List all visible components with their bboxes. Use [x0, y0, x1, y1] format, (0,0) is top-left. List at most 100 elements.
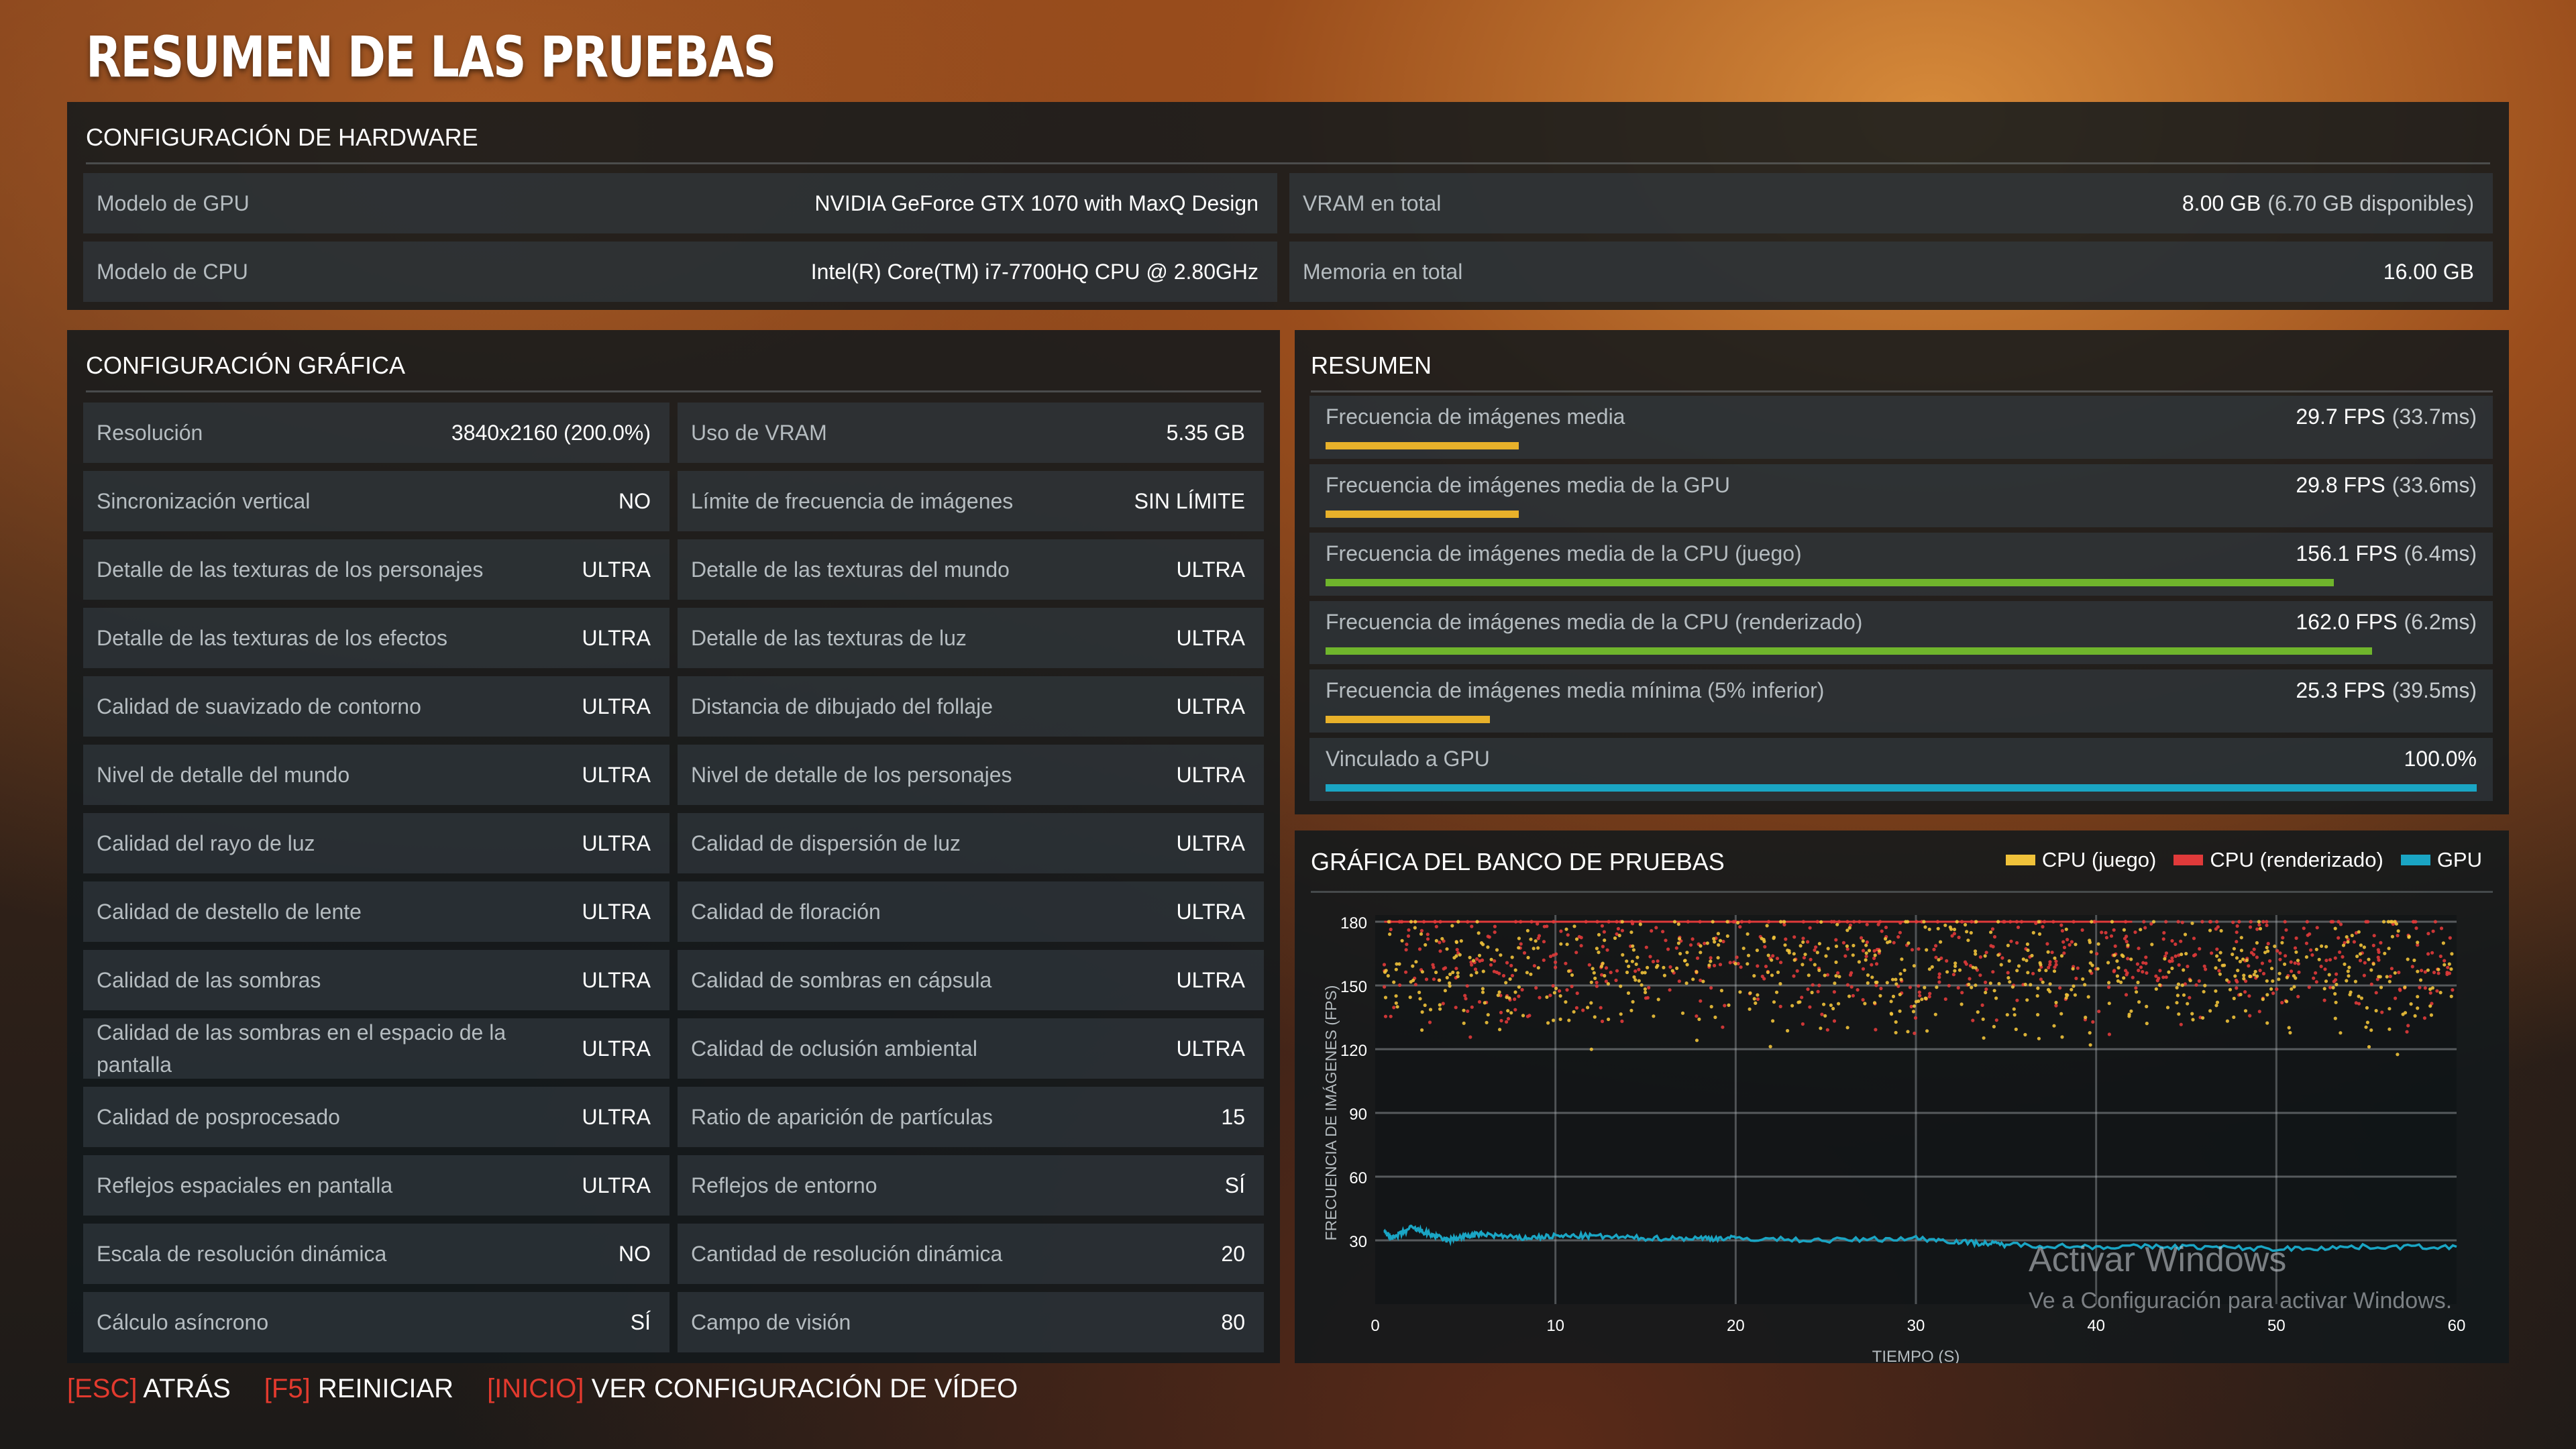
setting-label: Ratio de aparición de partículas	[691, 1104, 994, 1129]
scatter-point	[1462, 1008, 1466, 1012]
scatter-point	[1554, 960, 1558, 964]
scatter-point	[1493, 959, 1497, 963]
scatter-point	[2363, 961, 2367, 965]
scatter-point	[1510, 955, 1514, 959]
scatter-point	[2345, 979, 2349, 983]
scatter-point	[2441, 941, 2445, 945]
scatter-point	[2243, 1009, 2248, 1013]
scatter-point	[1782, 922, 1786, 926]
scatter-point	[1778, 981, 1782, 986]
vram-row: VRAM en total 8.00 GB (6.70 GB disponibl…	[1289, 173, 2493, 233]
scatter-point	[1956, 985, 1960, 990]
scatter-point	[2371, 943, 2375, 947]
setting-label: Calidad de suavizado de contorno	[97, 694, 421, 718]
back-button[interactable]: [ESC] ATRÁS	[67, 1374, 231, 1404]
scatter-point	[2048, 982, 2052, 986]
scatter-point	[2365, 1020, 2369, 1024]
graphics-row-right: Cantidad de resolución dinámica 20	[678, 1224, 1264, 1284]
setting-label: Límite de frecuencia de imágenes	[691, 488, 1014, 513]
graphics-row-right: Ratio de aparición de partículas 15	[678, 1087, 1264, 1147]
scatter-point	[1953, 961, 1957, 965]
scatter-point	[1626, 991, 1631, 995]
scatter-point	[2217, 958, 2221, 962]
scatter-point	[2338, 950, 2342, 954]
scatter-point	[1867, 949, 1872, 953]
scatter-point	[1601, 945, 1605, 949]
scatter-point	[1440, 936, 1444, 941]
video-settings-button[interactable]: [INICIO] VER CONFIGURACIÓN DE VÍDEO	[487, 1374, 1018, 1404]
scatter-point	[2304, 941, 2308, 945]
scatter-point	[1433, 920, 1437, 924]
scatter-point	[2219, 928, 2223, 933]
scatter-point	[2025, 959, 2029, 963]
scatter-point	[1559, 929, 1563, 933]
scatter-point	[2133, 930, 2137, 934]
scatter-point	[1684, 981, 1688, 985]
scatter-point	[1662, 973, 1666, 977]
scatter-point	[1857, 960, 1861, 964]
scatter-point	[1764, 965, 1768, 969]
scatter-point	[1630, 959, 1634, 963]
scatter-point	[1470, 1005, 1474, 1009]
scatter-point	[2083, 983, 2087, 987]
scatter-point	[2369, 982, 2373, 986]
setting-value: ULTRA	[1176, 899, 1245, 924]
summary-row: Vinculado a GPU 100.0%	[1309, 738, 2493, 801]
scatter-point	[1417, 990, 1421, 994]
page-title: RESUMEN DE LAS PRUEBAS	[86, 24, 776, 90]
scatter-point	[1567, 1018, 1571, 1022]
scatter-point	[1564, 1000, 1568, 1004]
scatter-point	[2052, 969, 2057, 973]
scatter-point	[1525, 971, 1529, 975]
scatter-point	[2151, 920, 2156, 924]
scatter-point	[2278, 951, 2282, 955]
restart-button[interactable]: [F5] REINICIAR	[264, 1374, 453, 1404]
scatter-point	[1695, 956, 1700, 960]
summary-row: Frecuencia de imágenes media mínima (5% …	[1309, 669, 2493, 733]
scatter-point	[1510, 973, 1515, 977]
scatter-point	[2037, 968, 2041, 972]
summary-label: Frecuencia de imágenes media mínima (5% …	[1326, 678, 1825, 702]
scatter-point	[1668, 965, 1672, 969]
scatter-point	[1548, 994, 1552, 998]
scatter-point	[2180, 920, 2184, 924]
scatter-point	[2037, 920, 2041, 924]
x-tick-label: 10	[1546, 1317, 1564, 1335]
scatter-point	[2053, 956, 2057, 960]
scatter-point	[2449, 994, 2453, 998]
scatter-point	[2186, 965, 2190, 969]
scatter-point	[1874, 1028, 1878, 1032]
scatter-point	[1454, 1006, 1458, 1010]
scatter-point	[2389, 920, 2393, 924]
scatter-point	[1775, 957, 1780, 961]
scatter-point	[1493, 930, 1497, 934]
scatter-point	[2283, 962, 2287, 966]
scatter-point	[2414, 920, 2418, 924]
scatter-point	[2268, 959, 2272, 963]
scatter-point	[2292, 985, 2296, 989]
scatter-point	[2380, 1010, 2384, 1014]
scatter-point	[1631, 944, 1635, 948]
scatter-point	[1633, 969, 1638, 973]
scatter-point	[1898, 972, 1902, 976]
scatter-point	[1845, 983, 1849, 987]
back-label: ATRÁS	[143, 1374, 231, 1403]
setting-value: ULTRA	[582, 694, 651, 718]
scatter-point	[2450, 952, 2454, 956]
scatter-point	[2306, 933, 2310, 937]
scatter-point	[1923, 925, 1927, 929]
scatter-point	[1572, 1010, 1576, 1014]
scatter-point	[2333, 1016, 2337, 1020]
graphics-row-left: Calidad de las sombras en el espacio de …	[83, 1018, 669, 1079]
scatter-point	[1477, 953, 1482, 957]
scatter-point	[2436, 971, 2440, 975]
summary-progress-bar	[1326, 579, 2334, 586]
setting-value: ULTRA	[1176, 1036, 1245, 1061]
scatter-point	[2006, 976, 2010, 980]
scatter-point	[1891, 994, 1896, 998]
scatter-point	[1889, 1000, 1893, 1004]
scatter-point	[1746, 962, 1750, 966]
scatter-point	[1936, 926, 1940, 930]
scatter-point	[2412, 958, 2416, 963]
scatter-point	[1672, 920, 1677, 924]
